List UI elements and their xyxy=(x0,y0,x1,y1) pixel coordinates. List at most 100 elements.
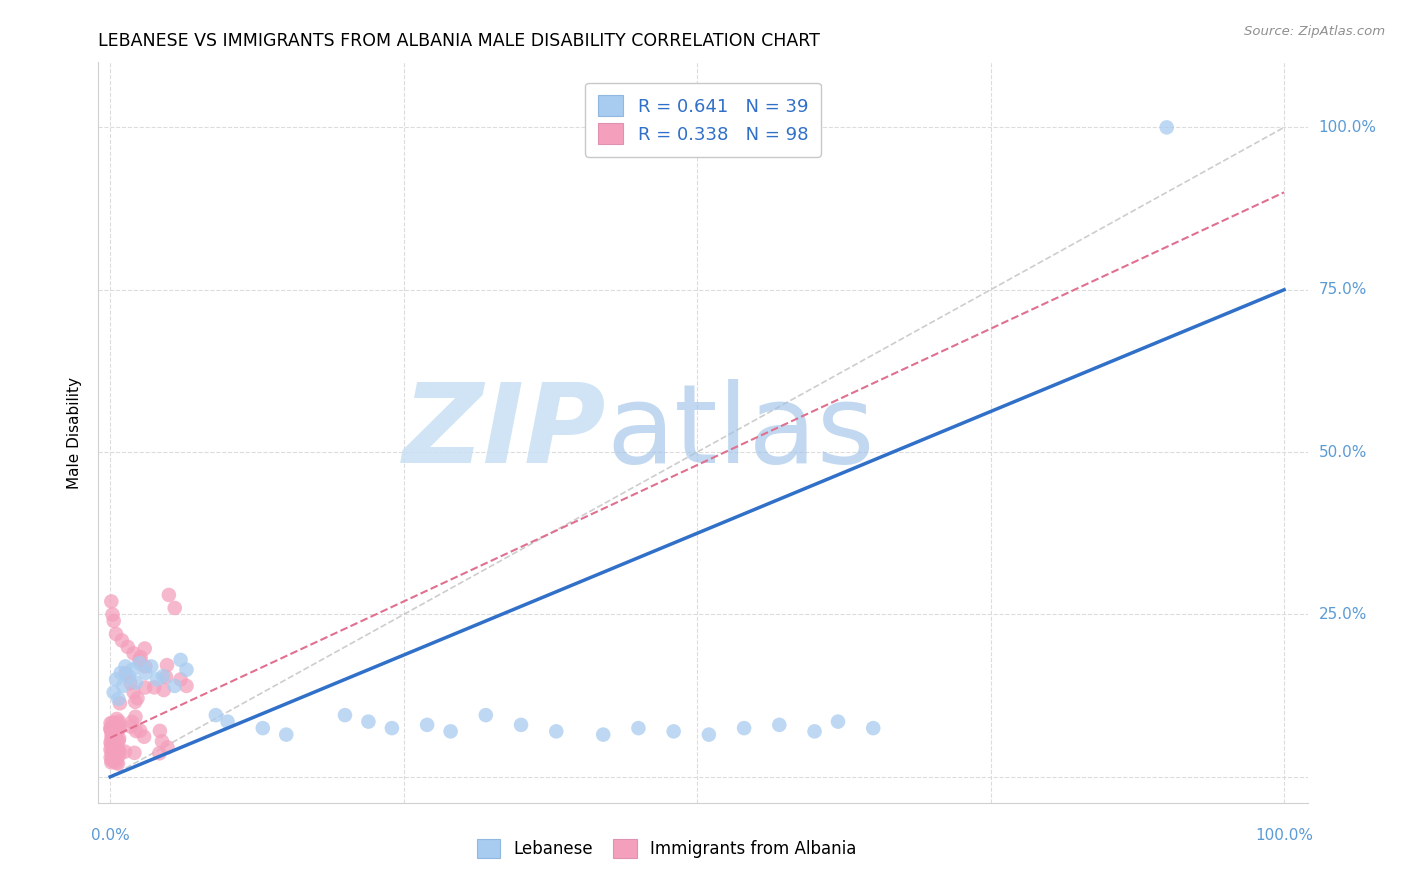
Point xyxy=(546,724,568,739)
Point xyxy=(101,715,124,730)
Point xyxy=(114,745,136,759)
Point xyxy=(105,673,128,687)
Point xyxy=(100,744,122,758)
Point xyxy=(107,733,129,747)
Point xyxy=(176,679,198,693)
Point xyxy=(98,722,121,736)
Point xyxy=(122,685,145,699)
Point xyxy=(169,673,191,687)
Point xyxy=(105,719,128,733)
Point xyxy=(108,696,131,710)
Text: LEBANESE VS IMMIGRANTS FROM ALBANIA MALE DISABILITY CORRELATION CHART: LEBANESE VS IMMIGRANTS FROM ALBANIA MALE… xyxy=(98,32,820,50)
Point xyxy=(152,669,174,683)
Point xyxy=(169,653,191,667)
Point xyxy=(108,744,131,758)
Point xyxy=(803,724,825,739)
Point xyxy=(204,708,226,723)
Point xyxy=(104,728,127,742)
Point xyxy=(276,728,298,742)
Point xyxy=(127,691,149,706)
Point xyxy=(129,650,152,665)
Point xyxy=(124,695,146,709)
Point xyxy=(156,740,179,755)
Point xyxy=(104,754,127,768)
Point xyxy=(100,750,122,764)
Point xyxy=(862,721,884,735)
Point xyxy=(101,723,124,738)
Point xyxy=(103,740,125,755)
Point xyxy=(117,640,139,654)
Point xyxy=(114,666,136,681)
Point xyxy=(128,656,150,670)
Point xyxy=(101,738,124,752)
Point xyxy=(107,720,129,734)
Point xyxy=(100,756,122,770)
Point xyxy=(105,627,128,641)
Point xyxy=(152,683,174,698)
Point xyxy=(148,746,170,760)
Point xyxy=(100,732,122,747)
Point xyxy=(122,647,145,661)
Text: ZIP: ZIP xyxy=(402,379,606,486)
Point xyxy=(381,721,404,735)
Point xyxy=(146,673,169,687)
Point xyxy=(103,742,125,756)
Point xyxy=(104,717,127,731)
Point xyxy=(105,746,128,760)
Point xyxy=(125,675,148,690)
Text: Source: ZipAtlas.com: Source: ZipAtlas.com xyxy=(1244,25,1385,38)
Point xyxy=(100,720,122,734)
Point xyxy=(104,740,127,755)
Point xyxy=(121,714,143,729)
Text: 75.0%: 75.0% xyxy=(1319,282,1367,297)
Point xyxy=(217,714,239,729)
Point xyxy=(110,665,132,680)
Point xyxy=(103,685,125,699)
Point xyxy=(111,633,134,648)
Point xyxy=(107,756,129,771)
Point xyxy=(104,754,127,768)
Point xyxy=(100,716,122,731)
Point xyxy=(627,721,650,735)
Point xyxy=(103,732,125,747)
Point xyxy=(1156,120,1178,135)
Point xyxy=(112,679,135,693)
Point xyxy=(134,681,156,695)
Point xyxy=(108,722,131,736)
Point xyxy=(333,708,356,723)
Point xyxy=(143,681,166,695)
Point xyxy=(662,724,685,739)
Point xyxy=(149,723,172,738)
Point xyxy=(163,679,186,693)
Point xyxy=(100,742,122,756)
Text: 0.0%: 0.0% xyxy=(91,828,129,843)
Point xyxy=(108,731,131,746)
Point xyxy=(103,614,125,628)
Point xyxy=(101,753,124,767)
Point xyxy=(155,670,177,684)
Point xyxy=(101,748,124,763)
Point xyxy=(104,747,127,761)
Point xyxy=(107,742,129,756)
Point xyxy=(107,720,129,734)
Text: 100.0%: 100.0% xyxy=(1256,828,1313,843)
Point xyxy=(125,724,148,739)
Text: 100.0%: 100.0% xyxy=(1319,120,1376,135)
Point xyxy=(104,751,127,765)
Point xyxy=(101,722,124,736)
Point xyxy=(107,734,129,748)
Point xyxy=(156,658,179,673)
Point xyxy=(114,659,136,673)
Point xyxy=(134,665,156,680)
Point xyxy=(768,718,790,732)
Point xyxy=(120,720,142,734)
Text: 50.0%: 50.0% xyxy=(1319,444,1367,459)
Point xyxy=(103,754,125,768)
Point xyxy=(103,752,125,766)
Point xyxy=(104,728,127,742)
Point xyxy=(176,663,198,677)
Point xyxy=(357,714,380,729)
Point xyxy=(108,747,131,762)
Point xyxy=(510,718,533,732)
Point xyxy=(592,728,614,742)
